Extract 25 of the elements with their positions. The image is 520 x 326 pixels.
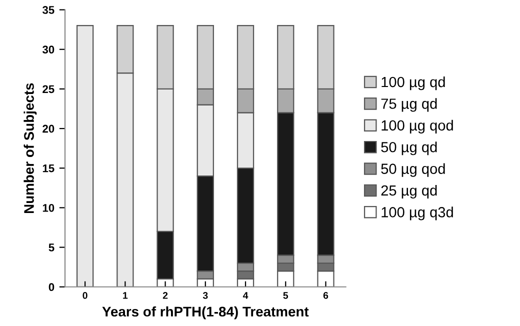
y-tick-label: 10 bbox=[42, 204, 54, 212]
legend-label: 50 µg qd bbox=[381, 142, 437, 156]
legend-label: 100 µg qod bbox=[382, 120, 453, 134]
legend-label: 50 µg qod bbox=[381, 163, 445, 177]
y-tick-label: 25 bbox=[42, 85, 54, 94]
x-tick-label: 6 bbox=[323, 292, 328, 299]
y-tick-label: 20 bbox=[42, 124, 54, 133]
x-tick-label: 0 bbox=[82, 292, 88, 299]
y-axis-title: Number of Subjects bbox=[24, 83, 37, 213]
x-tick-label: 2 bbox=[162, 292, 168, 299]
legend-label: 75 µg qd bbox=[381, 98, 437, 112]
x-tick-label: 1 bbox=[123, 292, 128, 299]
x-tick-label: 3 bbox=[202, 292, 208, 299]
legend-label: 25 µg qd bbox=[381, 184, 437, 199]
y-tick-label: 0 bbox=[48, 283, 54, 292]
y-tick-label: 5 bbox=[48, 244, 54, 252]
y-tick-label: 30 bbox=[42, 46, 54, 54]
y-tick-label: 35 bbox=[42, 6, 54, 14]
x-tick-label: 5 bbox=[283, 292, 288, 299]
y-tick-label: 15 bbox=[42, 164, 54, 172]
legend-label: 100 µg qd bbox=[382, 76, 445, 90]
x-axis-title: Years of rhPTH(1-84) Treatment bbox=[102, 306, 309, 320]
legend-label: 100 µg q3d bbox=[382, 206, 453, 220]
bar bbox=[76, 25, 94, 287]
x-tick-label: 4 bbox=[242, 292, 248, 299]
